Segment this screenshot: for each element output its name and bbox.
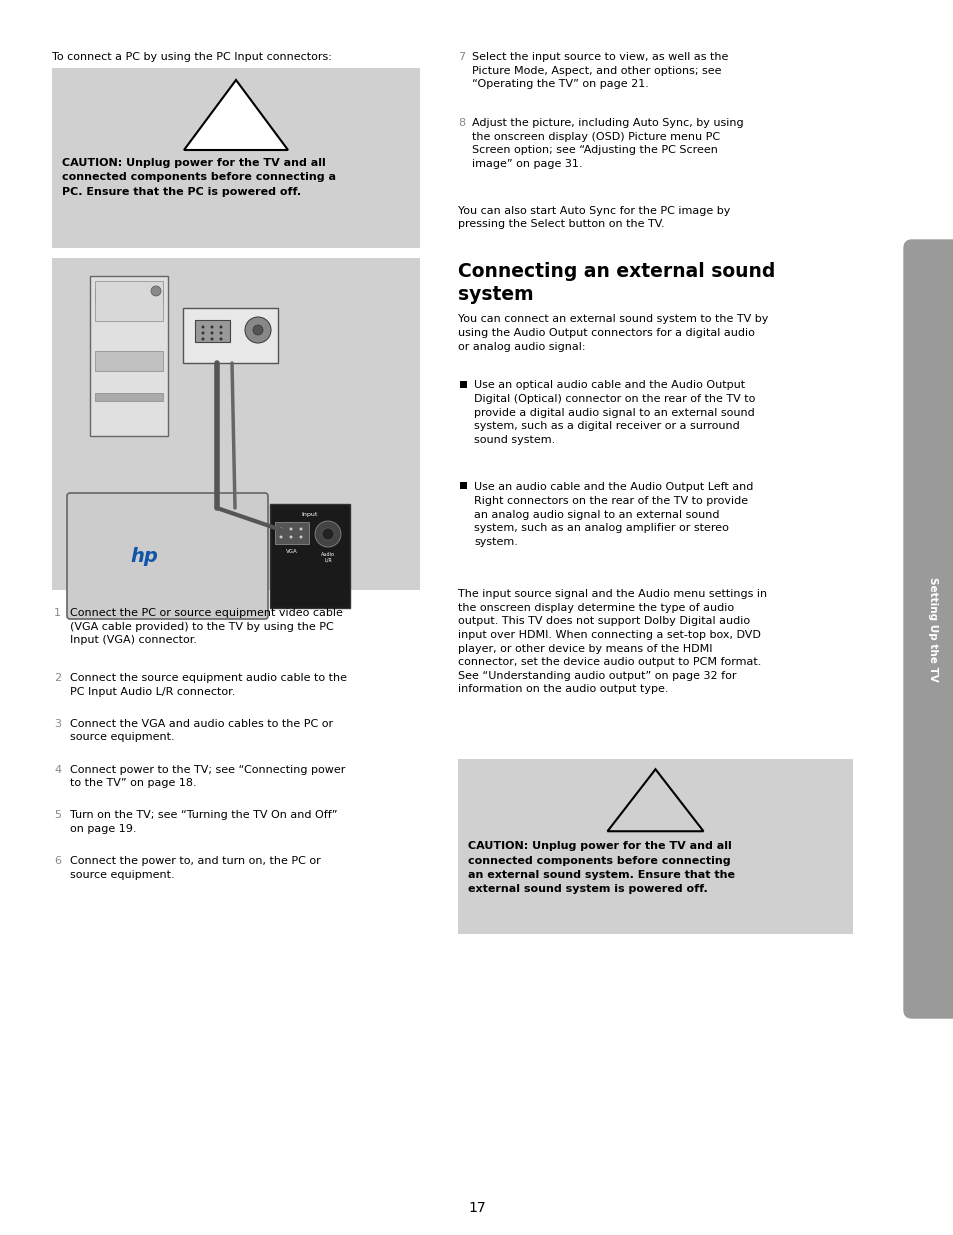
Circle shape xyxy=(211,337,213,341)
Text: 6: 6 xyxy=(54,856,61,866)
Text: Use an audio cable and the Audio Output Left and
Right connectors on the rear of: Use an audio cable and the Audio Output … xyxy=(474,483,753,547)
Bar xyxy=(274,522,309,543)
Bar xyxy=(95,289,163,301)
Text: 7: 7 xyxy=(457,52,465,62)
Text: CAUTION: Unplug power for the TV and all
connected components before connecting : CAUTION: Unplug power for the TV and all… xyxy=(62,158,335,196)
Text: Connect the source equipment audio cable to the
PC Input Audio L/R connector.: Connect the source equipment audio cable… xyxy=(70,673,347,697)
Text: VGA: VGA xyxy=(286,550,297,555)
Text: Connect the power to, and turn on, the PC or
source equipment.: Connect the power to, and turn on, the P… xyxy=(70,856,320,879)
Text: You can also start Auto Sync for the PC image by
pressing the Select button on t: You can also start Auto Sync for the PC … xyxy=(457,205,730,230)
Text: 4: 4 xyxy=(54,764,61,774)
Text: 1: 1 xyxy=(54,608,61,618)
Circle shape xyxy=(201,326,204,329)
Bar xyxy=(270,504,350,608)
Circle shape xyxy=(279,536,282,538)
Text: Connect power to the TV; see “Connecting power
to the TV” on page 18.: Connect power to the TV; see “Connecting… xyxy=(70,764,345,788)
Text: Setting Up the TV: Setting Up the TV xyxy=(927,577,937,682)
Text: Audio
L/R: Audio L/R xyxy=(320,552,335,563)
Circle shape xyxy=(245,317,271,343)
Circle shape xyxy=(219,331,222,335)
Text: 3: 3 xyxy=(54,719,61,729)
Text: Select the input source to view, as well as the
Picture Mode, Aspect, and other : Select the input source to view, as well… xyxy=(472,52,727,89)
Text: hp: hp xyxy=(130,547,158,566)
Bar xyxy=(95,393,163,401)
Circle shape xyxy=(151,287,161,296)
Circle shape xyxy=(253,325,263,335)
Text: CAUTION: Unplug power for the TV and all
connected components before connecting
: CAUTION: Unplug power for the TV and all… xyxy=(468,841,734,894)
Circle shape xyxy=(201,337,204,341)
FancyBboxPatch shape xyxy=(67,493,268,619)
Polygon shape xyxy=(607,769,702,831)
Text: 5: 5 xyxy=(54,810,61,820)
Circle shape xyxy=(211,331,213,335)
Text: Adjust the picture, including Auto Sync, by using
the onscreen display (OSD) Pic: Adjust the picture, including Auto Sync,… xyxy=(472,119,742,169)
Text: Turn on the TV; see “Turning the TV On and Off”
on page 19.: Turn on the TV; see “Turning the TV On a… xyxy=(70,810,337,834)
Bar xyxy=(457,760,852,934)
Circle shape xyxy=(289,536,293,538)
Bar xyxy=(183,308,277,363)
Circle shape xyxy=(211,326,213,329)
Text: Connect the PC or source equipment video cable
(VGA cable provided) to the TV by: Connect the PC or source equipment video… xyxy=(70,608,342,645)
Circle shape xyxy=(279,527,282,531)
Text: Connect the VGA and audio cables to the PC or
source equipment.: Connect the VGA and audio cables to the … xyxy=(70,719,333,742)
Text: 17: 17 xyxy=(468,1200,485,1215)
Bar xyxy=(194,320,230,342)
Text: 8: 8 xyxy=(457,119,465,128)
Bar xyxy=(459,380,467,388)
Bar xyxy=(52,68,419,248)
Text: 2: 2 xyxy=(54,673,61,683)
Circle shape xyxy=(314,521,340,547)
Bar xyxy=(459,483,467,489)
Text: Connecting an external sound
system: Connecting an external sound system xyxy=(457,262,775,304)
FancyBboxPatch shape xyxy=(903,240,953,1018)
Circle shape xyxy=(299,536,302,538)
Text: Use an optical audio cable and the Audio Output
Digital (Optical) connector on t: Use an optical audio cable and the Audio… xyxy=(474,380,755,445)
Text: The input source signal and the Audio menu settings in
the onscreen display dete: The input source signal and the Audio me… xyxy=(457,589,766,694)
Circle shape xyxy=(219,337,222,341)
Text: You can connect an external sound system to the TV by
using the Audio Output con: You can connect an external sound system… xyxy=(457,315,767,352)
Circle shape xyxy=(289,527,293,531)
Text: To connect a PC by using the PC Input connectors:: To connect a PC by using the PC Input co… xyxy=(52,52,332,62)
Bar xyxy=(52,258,419,590)
Polygon shape xyxy=(184,80,288,149)
Bar xyxy=(95,351,163,370)
Circle shape xyxy=(322,529,334,540)
Text: Input: Input xyxy=(301,513,318,517)
Bar xyxy=(95,282,163,321)
Circle shape xyxy=(299,527,302,531)
Circle shape xyxy=(219,326,222,329)
Circle shape xyxy=(201,331,204,335)
FancyBboxPatch shape xyxy=(90,275,168,436)
